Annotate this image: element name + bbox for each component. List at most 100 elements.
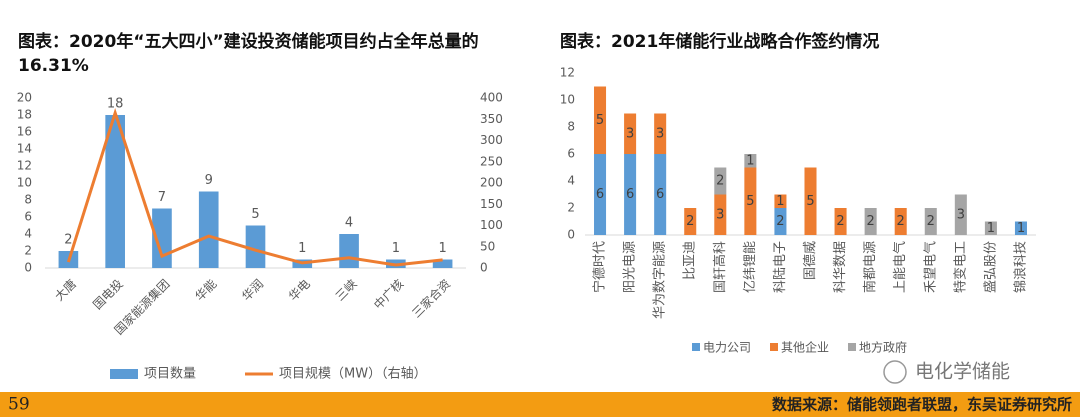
bar-segment	[924, 208, 937, 235]
value-label: 3	[626, 126, 634, 141]
y-tick-label: 20	[17, 91, 32, 105]
page-number: 59	[8, 395, 30, 415]
bar-segment	[684, 208, 697, 235]
y-tick-label: 0	[24, 261, 32, 275]
value-label: 1	[392, 241, 400, 256]
y2-tick-label: 300	[480, 133, 503, 147]
y2-tick-label: 150	[480, 197, 503, 211]
watermark: 电化学储能	[915, 361, 1010, 383]
legend-label: 项目规模（MW）（右轴）	[279, 367, 427, 382]
x-tick-label: 锦浪科技	[1013, 241, 1028, 293]
legend-label: 地方政府	[859, 340, 907, 355]
x-tick-label: 三家合资	[409, 276, 454, 321]
y-tick-label: 8	[24, 193, 32, 207]
bar-segment	[1014, 221, 1027, 235]
watermark-icon	[883, 360, 907, 384]
bar-segment	[984, 221, 997, 235]
bar-segment	[894, 208, 907, 235]
value-label: 2	[716, 174, 724, 189]
x-tick-label: 特变电工	[952, 241, 968, 293]
chart-title: 图表：2021年储能行业战略合作签约情况	[560, 32, 880, 52]
value-label: 1	[746, 153, 754, 168]
y-tick-label: 4	[24, 227, 32, 241]
bar	[432, 259, 453, 268]
value-label: 4	[345, 216, 353, 231]
bar	[105, 115, 125, 268]
y-tick-label: 6	[24, 210, 32, 224]
x-tick-label: 国轩高科	[712, 241, 728, 293]
bar-segment	[624, 113, 637, 154]
y2-tick-label: 0	[480, 261, 488, 275]
value-label: 2	[836, 214, 844, 229]
value-label: 2	[866, 214, 874, 229]
value-label: 2	[686, 214, 694, 229]
x-tick-label: 比亚迪	[683, 241, 698, 280]
y-tick-label: 10	[17, 176, 32, 190]
source: 数据来源：储能领跑者联盟，东吴证券研究所	[772, 396, 1072, 414]
bar-segment	[774, 194, 787, 208]
y-tick-label: 0	[567, 228, 575, 242]
chart-title: 图表：2020年“五大四小”建设投资储能项目约占全年总量的16.31%	[18, 32, 479, 76]
x-tick-label: 三峡	[333, 277, 360, 304]
bar-segment	[594, 86, 607, 154]
x-tick-label: 科陆电子	[772, 241, 788, 293]
y2-tick-label: 200	[480, 176, 503, 190]
bar-segment	[594, 154, 607, 235]
value-label: 5	[251, 207, 259, 222]
value-label: 1	[298, 241, 306, 256]
y-tick-label: 6	[567, 147, 575, 161]
bar-segment	[804, 167, 817, 235]
x-tick-label: 华为数字能源	[653, 241, 668, 319]
value-label: 6	[596, 187, 604, 202]
legend-swatch	[848, 343, 856, 351]
bar	[339, 234, 359, 268]
y-tick-label: 18	[17, 108, 32, 122]
value-label: 2	[776, 214, 784, 229]
legend-label: 其他企业	[781, 340, 829, 355]
x-tick-label: 固德威	[803, 241, 818, 280]
legend-label: 电力公司	[703, 341, 751, 355]
value-label: 7	[158, 190, 166, 205]
x-tick-label: 华能	[192, 277, 219, 304]
value-label: 1	[987, 221, 995, 236]
bar-segment	[714, 167, 727, 195]
value-label: 1	[438, 241, 446, 256]
y2-tick-label: 100	[480, 218, 503, 232]
value-label: 6	[656, 187, 664, 202]
x-tick-label: 中广核	[370, 276, 406, 312]
x-tick-label: 大唐	[51, 276, 79, 304]
value-label: 1	[776, 194, 784, 209]
value-label: 1	[1017, 221, 1025, 236]
legend-swatch	[110, 369, 138, 379]
bar-segment	[714, 194, 727, 235]
value-label: 5	[596, 113, 604, 128]
x-tick-label: 国电投	[90, 276, 126, 312]
y-tick-label: 16	[17, 125, 32, 139]
value-label: 18	[107, 97, 124, 112]
bar	[245, 225, 266, 268]
x-tick-label: 宁德时代	[592, 241, 608, 293]
bar-segment	[744, 167, 757, 235]
bar-segment	[834, 208, 847, 235]
x-tick-label: 上能电气	[892, 241, 908, 293]
value-label: 5	[746, 194, 754, 209]
bar-segment	[774, 208, 787, 235]
value-label: 3	[656, 126, 664, 141]
bar-segment	[954, 194, 967, 235]
value-label: 9	[205, 173, 213, 188]
bar-segment	[654, 113, 667, 154]
x-tick-label: 禾望电气	[922, 241, 938, 293]
y-tick-label: 2	[567, 201, 575, 215]
y-tick-label: 8	[567, 120, 575, 134]
x-tick-label: 科华数据	[833, 241, 848, 293]
y-tick-label: 12	[17, 159, 32, 173]
footer-bar	[0, 392, 1080, 417]
value-label: 2	[927, 214, 935, 229]
legend-label: 项目数量	[144, 367, 196, 382]
value-label: 3	[957, 207, 965, 222]
value-label: 5	[806, 194, 814, 209]
x-tick-label: 华电	[286, 277, 313, 304]
y2-tick-label: 250	[480, 154, 503, 168]
